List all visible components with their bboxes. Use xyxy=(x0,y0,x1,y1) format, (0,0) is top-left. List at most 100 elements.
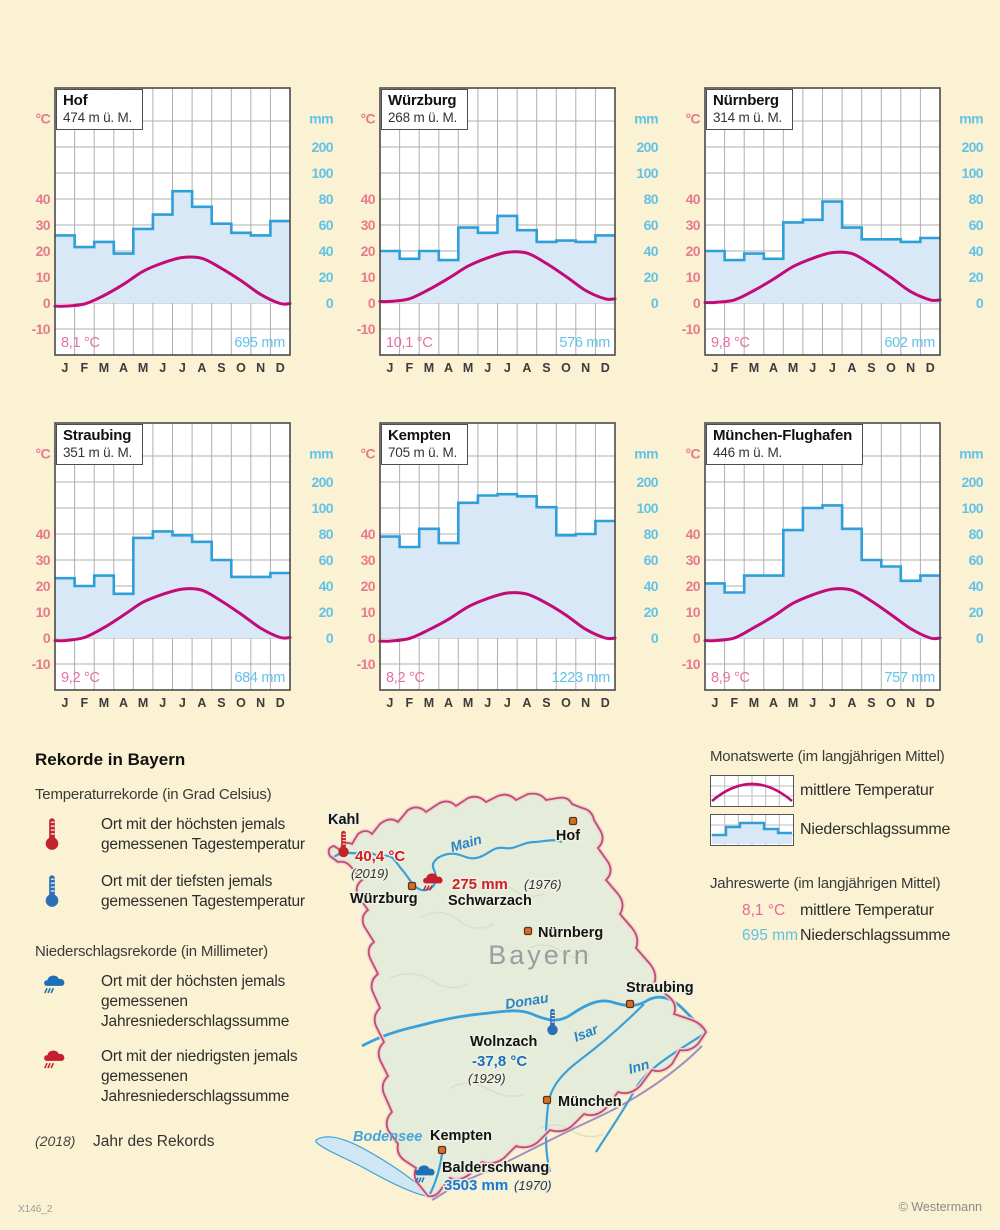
svg-text:80: 80 xyxy=(644,191,659,207)
svg-text:30: 30 xyxy=(36,552,51,568)
station-elevation: 705 m ü. M. xyxy=(388,445,458,460)
svg-text:0: 0 xyxy=(693,630,701,646)
legend-item-text: Ort mit der tiefsten jemals gemessenen T… xyxy=(101,873,305,910)
svg-text:M: M xyxy=(99,361,109,375)
svg-text:80: 80 xyxy=(969,526,984,542)
record-balderschwang-highest-precipitation: Balderschwang 3503 mm (1970) xyxy=(415,1159,553,1196)
svg-text:S: S xyxy=(542,361,550,375)
svg-text:100: 100 xyxy=(961,500,983,516)
legend-item-record-year: (2018) Jahr des Rekords xyxy=(35,1133,310,1151)
city-dot-kempten xyxy=(437,1145,447,1155)
svg-text:N: N xyxy=(256,361,265,375)
svg-text:40: 40 xyxy=(969,578,984,594)
svg-text:30: 30 xyxy=(686,552,701,568)
svg-text:J: J xyxy=(159,361,166,375)
svg-text:J: J xyxy=(711,361,718,375)
record-year: (1976) xyxy=(524,877,562,892)
svg-text:40: 40 xyxy=(361,191,376,207)
city-label-hof: Hof xyxy=(556,828,580,844)
svg-text:40: 40 xyxy=(644,578,659,594)
record-schwarzach-lowest-precipitation: 275 mm (1976) Schwarzach xyxy=(423,873,563,911)
svg-text:200: 200 xyxy=(311,139,333,155)
precipitation-records-header: Niederschlagsrekorde (in Millimeter) xyxy=(35,943,268,960)
record-year: (2019) xyxy=(351,866,389,881)
svg-text:M: M xyxy=(788,696,798,710)
svg-text:10: 10 xyxy=(686,604,701,620)
svg-text:J: J xyxy=(386,361,393,375)
svg-text:200: 200 xyxy=(636,474,658,490)
temperature-curve-legend-icon xyxy=(710,775,800,807)
svg-text:20: 20 xyxy=(969,269,984,285)
svg-text:200: 200 xyxy=(636,139,658,155)
svg-text:O: O xyxy=(236,361,246,375)
svg-text:N: N xyxy=(906,696,915,710)
svg-text:J: J xyxy=(386,696,393,710)
svg-text:695 mm: 695 mm xyxy=(234,335,285,351)
bavaria-outline xyxy=(328,793,706,1197)
svg-text:A: A xyxy=(847,696,856,710)
svg-text:0: 0 xyxy=(43,295,51,311)
svg-text:100: 100 xyxy=(961,165,983,181)
svg-text:J: J xyxy=(179,361,186,375)
svg-text:J: J xyxy=(809,361,816,375)
legend-item-annual-temperature: 8,1 °C mittlere Temperatur xyxy=(710,902,990,920)
monthly-values-header: Monatswerte (im langjährigen Mittel) xyxy=(710,748,945,765)
svg-text:N: N xyxy=(581,361,590,375)
city-label-wuerzburg: Würzburg xyxy=(350,891,418,907)
svg-text:8,9 °C: 8,9 °C xyxy=(711,670,750,686)
record-place: Schwarzach xyxy=(448,893,532,909)
annual-temperature-example: 8,1 °C xyxy=(742,902,786,919)
svg-text:°C: °C xyxy=(35,445,50,461)
svg-text:80: 80 xyxy=(644,526,659,542)
svg-text:S: S xyxy=(217,696,225,710)
svg-text:mm: mm xyxy=(309,110,333,126)
climate-chart-muenchen-flughafen: °C 40 30 20 10 0 -10 mm 200 100 80 60 40 20 0 J F M A M J J A S… xyxy=(680,420,995,718)
svg-text:0: 0 xyxy=(368,295,376,311)
climate-chart-hof: °C 40 30 20 10 0 -10 mm 200 100 80 60 40 20 0 J F M A M J J A S… xyxy=(30,85,345,383)
annual-precipitation-example: 695 mm xyxy=(742,927,798,944)
svg-text:20: 20 xyxy=(686,578,701,594)
svg-text:mm: mm xyxy=(634,110,658,126)
legend-item-text: mittlere Temperatur xyxy=(800,782,934,799)
svg-text:J: J xyxy=(504,696,511,710)
svg-text:°C: °C xyxy=(685,110,700,126)
station-name: Straubing xyxy=(63,427,132,444)
legend-item-text: Ort mit der höchsten jemals gemessenen J… xyxy=(101,973,290,1030)
svg-text:A: A xyxy=(119,696,128,710)
svg-text:757 mm: 757 mm xyxy=(884,670,935,686)
svg-text:mm: mm xyxy=(959,110,983,126)
svg-text:10: 10 xyxy=(361,604,376,620)
svg-text:0: 0 xyxy=(976,630,984,646)
thermometer-red-icon xyxy=(35,815,101,856)
svg-text:100: 100 xyxy=(311,165,333,181)
svg-text:S: S xyxy=(867,696,875,710)
svg-text:O: O xyxy=(886,696,896,710)
svg-text:60: 60 xyxy=(319,552,334,568)
svg-text:0: 0 xyxy=(368,630,376,646)
svg-text:O: O xyxy=(561,361,571,375)
svg-text:0: 0 xyxy=(651,295,659,311)
city-label-straubing: Straubing xyxy=(626,980,694,996)
svg-text:D: D xyxy=(601,696,610,710)
svg-text:F: F xyxy=(406,361,414,375)
station-name: Nürnberg xyxy=(713,92,779,109)
svg-text:30: 30 xyxy=(36,217,51,233)
record-place: Wolnzach xyxy=(470,1034,537,1050)
svg-text:602 mm: 602 mm xyxy=(884,335,935,351)
svg-text:N: N xyxy=(256,696,265,710)
lake-label-bodensee: Bodensee xyxy=(353,1129,422,1145)
city-dot-muenchen xyxy=(542,1095,552,1105)
station-elevation: 268 m ü. M. xyxy=(388,110,458,125)
svg-text:40: 40 xyxy=(319,578,334,594)
svg-text:-10: -10 xyxy=(357,321,376,337)
station-elevation: 474 m ü. M. xyxy=(63,110,133,125)
chart-title-box: Kempten 705 m ü. M. xyxy=(381,424,469,466)
svg-text:M: M xyxy=(463,361,473,375)
svg-text:684 mm: 684 mm xyxy=(234,670,285,686)
river-iller xyxy=(429,1153,444,1195)
chart-title-box: München-Flughafen 446 m ü. M. xyxy=(706,424,864,466)
city-dot-wuerzburg xyxy=(407,881,417,891)
